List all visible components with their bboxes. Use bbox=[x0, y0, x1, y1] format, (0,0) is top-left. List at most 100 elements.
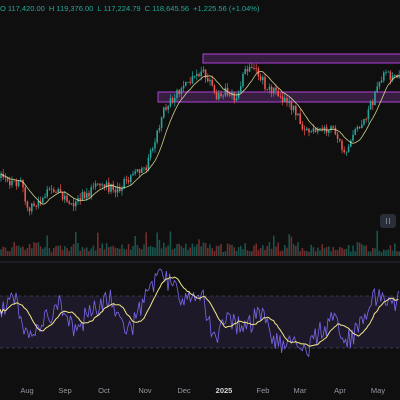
candle-body bbox=[92, 186, 95, 188]
volume-bar bbox=[121, 244, 123, 256]
volume-bar bbox=[13, 242, 15, 256]
volume-bar bbox=[33, 242, 35, 256]
scroll-handle-icon[interactable] bbox=[380, 214, 396, 228]
candle-body bbox=[37, 201, 40, 207]
volume-bar bbox=[66, 248, 68, 256]
candle-body bbox=[196, 73, 198, 76]
candle-body bbox=[251, 66, 253, 69]
candle-body bbox=[383, 72, 385, 81]
candle-body bbox=[268, 86, 271, 90]
candle-body bbox=[178, 90, 180, 95]
volume-bar bbox=[396, 251, 398, 256]
candle-body bbox=[31, 203, 33, 212]
candle-body bbox=[33, 203, 35, 207]
high-label: H bbox=[48, 4, 55, 13]
candle-body bbox=[235, 98, 238, 101]
volume-bar bbox=[167, 245, 169, 256]
volume-bar bbox=[152, 246, 154, 256]
candle-body bbox=[116, 187, 119, 193]
volume-bar bbox=[97, 232, 99, 256]
volume-bar bbox=[226, 243, 229, 256]
candle-body bbox=[187, 81, 189, 83]
volume-bar bbox=[299, 251, 301, 256]
candle-body bbox=[108, 182, 110, 192]
volume-bar bbox=[211, 248, 213, 256]
candle-body bbox=[222, 95, 224, 97]
volume-bar bbox=[383, 249, 385, 256]
volume-bar bbox=[229, 244, 231, 256]
candle-body bbox=[385, 72, 387, 73]
volume-bar bbox=[20, 247, 22, 256]
volume-bar bbox=[134, 236, 136, 256]
volume-bar bbox=[108, 247, 110, 256]
candle-body bbox=[246, 69, 249, 72]
volume-bar bbox=[99, 248, 101, 256]
candle-body bbox=[119, 187, 121, 192]
candle-body bbox=[273, 87, 275, 94]
candle-body bbox=[286, 97, 288, 103]
candle-body bbox=[218, 93, 220, 100]
candle-body bbox=[308, 128, 310, 133]
volume-bar bbox=[75, 231, 77, 256]
candle-body bbox=[248, 66, 251, 72]
volume-bar bbox=[182, 248, 185, 256]
candle-body bbox=[149, 150, 152, 158]
candle-body bbox=[152, 148, 154, 151]
candle-body bbox=[114, 189, 117, 193]
candle-body bbox=[20, 179, 22, 182]
high-value: 119,376.00 bbox=[56, 4, 94, 13]
candle-body bbox=[72, 203, 75, 207]
volume-bar bbox=[310, 244, 312, 256]
volume-bar bbox=[147, 246, 150, 256]
candle-body bbox=[167, 106, 169, 110]
time-axis-label: Feb bbox=[256, 386, 270, 395]
resistance-zone-lower bbox=[157, 91, 400, 103]
volume-bar bbox=[141, 249, 143, 256]
volume-bar bbox=[378, 250, 381, 256]
volume-bar bbox=[323, 248, 326, 256]
candle-body bbox=[332, 126, 334, 128]
candle-body bbox=[130, 175, 132, 183]
candle-body bbox=[127, 180, 130, 183]
volume-bar bbox=[187, 249, 189, 256]
candle-body bbox=[321, 128, 323, 130]
volume-bar bbox=[387, 249, 389, 256]
volume-bar bbox=[28, 243, 31, 256]
candle-body bbox=[345, 151, 348, 153]
volume-bar bbox=[46, 235, 48, 256]
volume-bar bbox=[70, 246, 73, 256]
volume-bar bbox=[317, 247, 319, 256]
rsi-panel bbox=[0, 261, 400, 358]
candle-body bbox=[28, 207, 31, 212]
resistance-zones bbox=[157, 53, 400, 103]
volume-bar bbox=[215, 245, 218, 256]
candle-body bbox=[220, 93, 222, 96]
volume-bar bbox=[189, 247, 191, 256]
volume-bar bbox=[48, 247, 51, 256]
volume-bar bbox=[281, 250, 284, 256]
candle-body bbox=[110, 183, 112, 192]
volume-bar bbox=[77, 243, 79, 256]
candle-body bbox=[171, 98, 174, 103]
candle-body bbox=[211, 79, 213, 86]
volume-bar bbox=[361, 244, 363, 256]
candle-body bbox=[284, 97, 286, 102]
volume-bar bbox=[119, 248, 121, 256]
candle-body bbox=[224, 87, 227, 96]
candle-body bbox=[61, 191, 64, 200]
volume-bar bbox=[26, 248, 29, 256]
volume-bar bbox=[149, 245, 152, 256]
volume-bar bbox=[92, 245, 95, 256]
candle-body bbox=[237, 92, 240, 99]
volume-bar bbox=[207, 248, 209, 256]
volume-bar bbox=[224, 251, 227, 256]
candle-body bbox=[99, 183, 101, 186]
volume-bar bbox=[332, 247, 334, 256]
candle-body bbox=[83, 192, 86, 199]
volume-bar bbox=[341, 247, 343, 256]
volume-bar bbox=[275, 246, 277, 256]
volume-bar bbox=[114, 247, 117, 256]
volume-bar bbox=[257, 250, 260, 256]
